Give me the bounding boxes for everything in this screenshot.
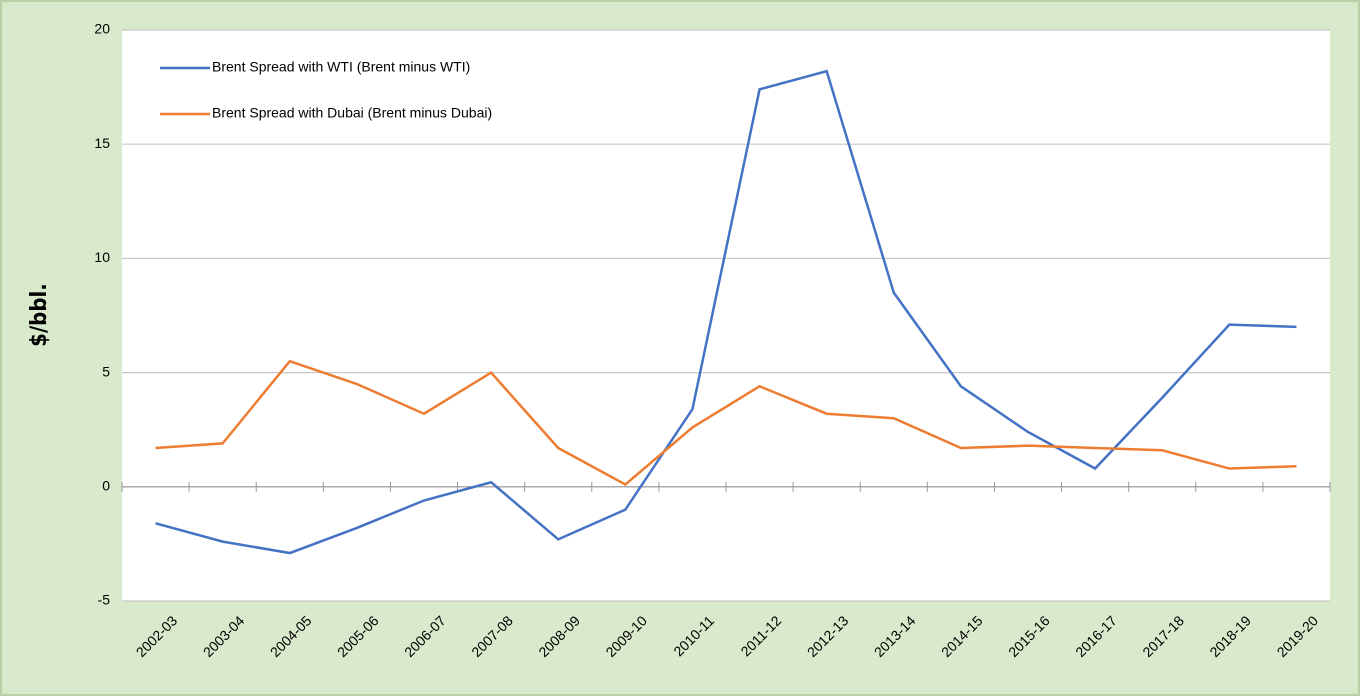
data-line [155,69,1297,555]
y-tick-label: 15 [94,135,110,151]
y-tick-label: -5 [98,592,111,608]
y-tick-label: 5 [102,363,110,379]
legend-label: Brent Spread with WTI (Brent minus WTI) [212,59,470,75]
legend-label: Brent Spread with Dubai (Brent minus Dub… [212,105,492,121]
y-axis-label: $/bbl. [27,283,52,347]
data-line [155,359,1297,487]
y-tick-label: 10 [94,249,110,265]
y-tick-label: 20 [94,21,110,37]
y-tick-label: 0 [102,478,110,494]
plot-area [122,30,1330,601]
